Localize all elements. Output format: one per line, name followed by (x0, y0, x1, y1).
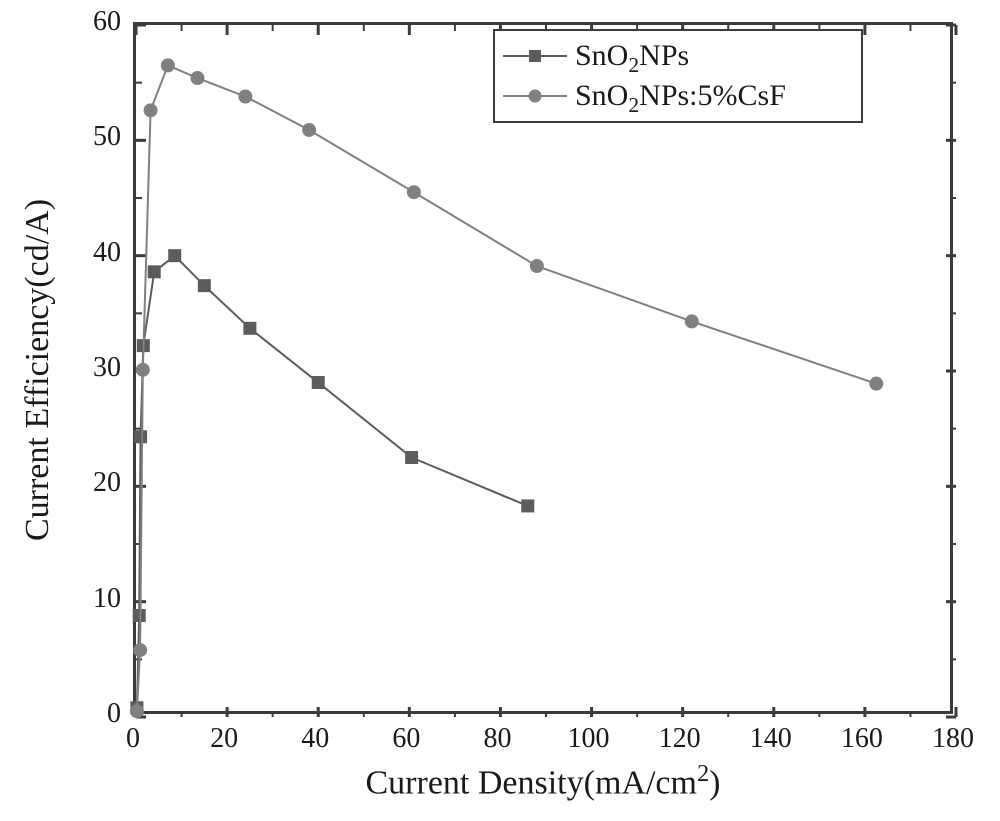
y-tick-label: 30 (71, 352, 121, 384)
series-marker-sno2_csf (130, 705, 143, 718)
figure: Current Efficiency(cd/A) Current Density… (0, 0, 1000, 821)
y-axis-title: Current Efficiency(cd/A) (19, 24, 57, 716)
legend-label-sno2_csf: SnO2NPs:5%CsF (575, 79, 786, 113)
x-tick-label: 100 (568, 723, 610, 755)
x-tick-label: 120 (659, 723, 701, 755)
series-marker-sno2 (198, 280, 210, 292)
x-axis-title: Current Density(mA/cm2) (133, 760, 953, 802)
legend-label-sno2: SnO2NPs (575, 39, 689, 73)
x-axis-title-super: 2 (697, 760, 709, 787)
y-tick-label: 20 (71, 467, 121, 499)
plot-area (133, 22, 953, 714)
y-tick-label: 10 (71, 583, 121, 615)
plot-svg (136, 25, 956, 717)
legend-item-sno2_csf: SnO2NPs:5%CsF (503, 79, 853, 113)
x-axis-title-text-lead: Current Density(mA/cm (366, 764, 697, 801)
x-tick-label: 60 (392, 723, 420, 755)
series-marker-sno2 (312, 377, 324, 389)
series-marker-sno2 (169, 250, 181, 262)
y-tick-label: 50 (71, 121, 121, 153)
series-marker-sno2_csf (191, 72, 204, 85)
series-marker-sno2_csf (136, 363, 149, 376)
series-marker-sno2_csf (685, 315, 698, 328)
series-marker-sno2_csf (303, 123, 316, 136)
legend-swatch-sno2 (503, 46, 567, 66)
y-axis-title-text: Current Efficiency(cd/A) (19, 199, 56, 541)
series-marker-sno2 (522, 500, 534, 512)
x-tick-label: 20 (210, 723, 238, 755)
series-line-sno2 (137, 256, 528, 708)
y-tick-label: 0 (71, 698, 121, 730)
y-tick-label: 60 (71, 6, 121, 38)
series-marker-sno2_csf (134, 644, 147, 657)
x-tick-label: 0 (126, 723, 140, 755)
x-tick-label: 140 (750, 723, 792, 755)
series-line-sno2_csf (137, 65, 876, 711)
legend-swatch-sno2_csf (503, 86, 567, 106)
series-marker-sno2_csf (161, 59, 174, 72)
series-marker-sno2 (244, 322, 256, 334)
series-marker-sno2_csf (407, 186, 420, 199)
series-marker-sno2 (135, 431, 147, 443)
series-marker-sno2 (406, 452, 418, 464)
series-marker-sno2_csf (144, 104, 157, 117)
x-tick-label: 180 (932, 723, 974, 755)
x-axis-title-tail: ) (709, 764, 720, 801)
legend: SnO2NPs SnO2NPs:5%CsF (493, 29, 863, 123)
series-marker-sno2 (133, 610, 145, 622)
series-marker-sno2_csf (530, 260, 543, 273)
x-tick-label: 80 (483, 723, 511, 755)
x-tick-label: 160 (841, 723, 883, 755)
series-marker-sno2_csf (870, 377, 883, 390)
series-marker-sno2_csf (239, 90, 252, 103)
x-tick-label: 40 (301, 723, 329, 755)
y-tick-label: 40 (71, 237, 121, 269)
series-marker-sno2 (148, 266, 160, 278)
legend-item-sno2: SnO2NPs (503, 39, 853, 73)
